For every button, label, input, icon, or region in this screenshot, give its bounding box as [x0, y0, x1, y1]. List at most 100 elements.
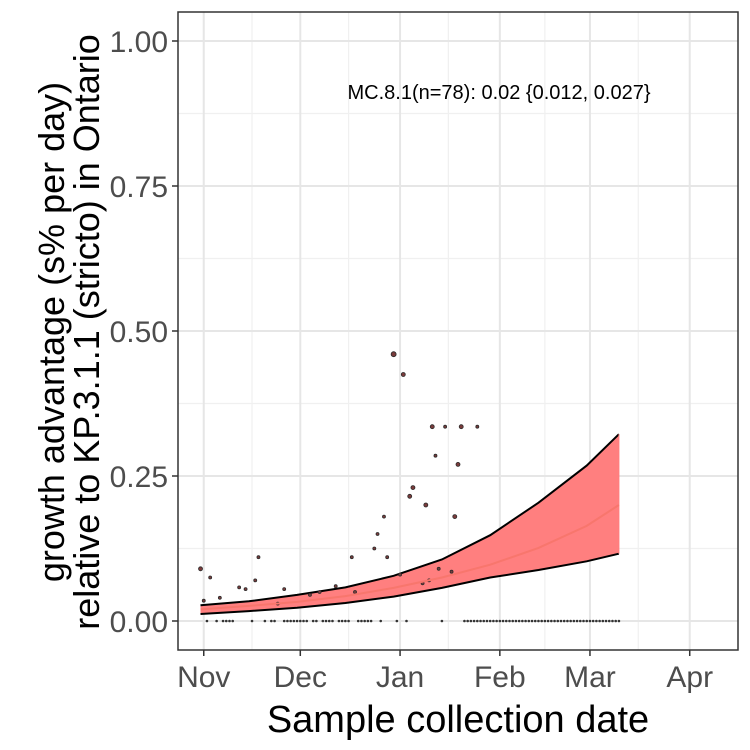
data-point	[375, 532, 380, 536]
confidence-ribbon	[200, 433, 620, 615]
y-tick-label: 0.50	[110, 316, 168, 349]
zero-count-mark	[231, 619, 235, 623]
data-point	[452, 514, 458, 519]
zero-count-mark	[604, 619, 608, 623]
data-point	[372, 546, 377, 551]
data-point	[208, 575, 213, 580]
zero-count-mark	[366, 619, 370, 623]
data-point	[443, 424, 448, 429]
zero-count-mark	[582, 619, 585, 623]
zero-count-mark	[540, 619, 543, 623]
zero-count-mark	[331, 619, 334, 623]
zero-count-mark	[360, 619, 363, 623]
zero-count-mark	[369, 619, 373, 623]
zero-count-mark	[511, 619, 515, 623]
zero-count-mark	[514, 619, 518, 623]
zero-count-mark	[569, 619, 572, 623]
growth-estimate-annotation: MC.8.1(n=78): 0.02 {0.012, 0.027}	[348, 82, 651, 104]
data-point	[349, 555, 354, 560]
data-point	[449, 569, 454, 574]
zero-count-mark	[463, 619, 466, 623]
x-tick-label: Apr	[666, 661, 713, 694]
data-point	[436, 566, 441, 571]
zero-count-mark	[617, 619, 621, 623]
zero-count-mark	[228, 619, 231, 623]
zero-count-mark	[492, 619, 495, 623]
zero-count-mark	[270, 619, 273, 623]
data-point	[398, 572, 402, 577]
zero-count-mark	[327, 619, 331, 623]
zero-count-mark	[524, 619, 527, 623]
y-tick-label: 0.25	[110, 461, 168, 494]
zero-count-mark	[598, 619, 601, 623]
zero-count-mark	[550, 619, 553, 623]
zero-count-mark	[495, 619, 498, 623]
zero-count-mark	[508, 619, 511, 623]
ribbon-upper-bound	[200, 433, 620, 607]
zero-count-mark	[530, 619, 534, 623]
zero-count-mark	[585, 619, 589, 623]
zero-count-mark	[286, 619, 289, 623]
y-tick-label: 1.00	[110, 26, 168, 59]
data-point	[253, 578, 258, 583]
x-tick-label: Jan	[376, 661, 424, 694]
data-point	[317, 590, 322, 594]
data-point	[455, 461, 461, 467]
zero-count-mark	[289, 619, 292, 623]
zero-count-mark	[479, 619, 482, 623]
x-tick-label: Nov	[177, 661, 230, 694]
zero-count-mark	[588, 619, 592, 623]
data-point	[353, 590, 357, 594]
zero-count-mark	[340, 619, 344, 623]
plot-panel	[177, 11, 739, 651]
data-point	[429, 424, 435, 430]
zero-count-mark	[273, 619, 276, 623]
zero-count-mark	[347, 619, 350, 623]
zero-count-mark	[324, 619, 328, 623]
data-point	[410, 485, 416, 491]
y-axis-title-line-2: relative to KP.3.1.1 (stricto) in Ontari…	[66, 34, 107, 630]
data-point	[423, 502, 429, 508]
zero-count-mark	[559, 619, 563, 623]
zero-count-mark	[321, 619, 325, 623]
zero-count-mark	[363, 619, 366, 623]
zero-count-mark	[556, 619, 560, 623]
zero-count-mark	[533, 619, 537, 623]
zero-count-mark	[305, 619, 309, 623]
x-tick-label: Feb	[474, 661, 526, 694]
data-point	[390, 351, 397, 358]
data-point	[201, 598, 206, 603]
zero-count-mark	[311, 619, 315, 623]
zero-count-mark	[440, 619, 444, 623]
zero-count-mark	[517, 619, 521, 623]
zero-count-mark	[553, 619, 556, 623]
zero-count-mark	[395, 619, 399, 623]
zero-count-mark	[263, 619, 267, 623]
zero-count-mark	[315, 619, 318, 623]
zero-count-mark	[562, 619, 566, 623]
data-point	[256, 555, 261, 560]
data-point	[400, 372, 406, 377]
zero-count-mark	[578, 619, 582, 623]
zero-count-mark	[504, 619, 508, 623]
zero-count-mark	[466, 619, 469, 623]
zero-count-mark	[344, 619, 347, 623]
fit-curve	[200, 504, 620, 611]
zero-count-mark	[566, 619, 569, 623]
zero-count-mark	[572, 619, 576, 623]
data-point	[385, 555, 390, 560]
data-point	[237, 585, 242, 590]
data-point	[198, 566, 203, 572]
data-point	[475, 424, 480, 429]
y-tick-label: 0.75	[110, 171, 168, 204]
zero-count-mark	[485, 619, 489, 623]
zero-count-marks	[205, 619, 621, 623]
data-point	[333, 584, 338, 589]
zero-count-mark	[611, 619, 614, 623]
x-axis: Nov Dec Jan Feb Mar Apr	[177, 650, 713, 694]
zero-count-mark	[607, 619, 611, 623]
zero-count-mark	[379, 619, 383, 623]
zero-count-mark	[595, 619, 598, 623]
zero-count-mark	[482, 619, 486, 623]
